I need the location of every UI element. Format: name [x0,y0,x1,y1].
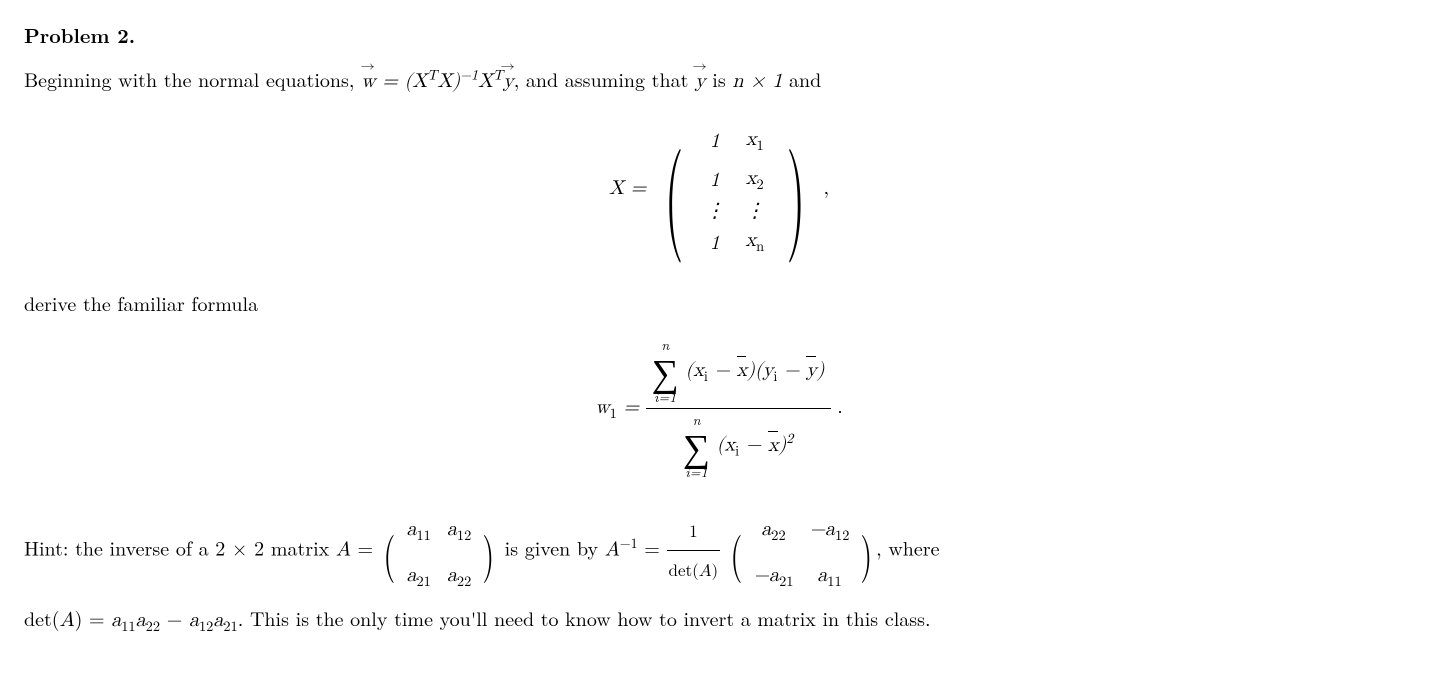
intro-text-b: , and assuming that [514,64,695,93]
inv-ma21: −a [754,565,780,585]
w1-eq: = [617,397,646,417]
comma-1: , [823,171,829,200]
inverse-sup: −1 [460,68,478,82]
hint-f: . This is the only time you'll need to k… [238,603,931,632]
lparen2-icon: ( [383,527,395,575]
sum-den: n ∑ i=1 [683,413,710,479]
vec-y: y [503,66,514,96]
det-minus: − [160,603,189,632]
num-close: ) [817,360,825,380]
sigma-icon: ∑ [652,352,679,390]
Ainv: A [605,539,620,559]
inv-ma12: −a [809,519,835,539]
vec-w: w [361,66,375,96]
lparen-icon: ( [664,140,683,236]
xtx-open: (X [404,71,427,91]
inv-ma21s: 21 [779,571,793,591]
a21: a [406,565,416,585]
det-a12s: 12 [199,616,213,636]
det-a12: a [189,610,199,630]
hint-c: is given by [498,532,605,561]
hint-A: A [336,539,351,559]
a11: a [406,519,416,539]
rparen3-icon: ) [861,527,873,575]
inv-a11s: 11 [827,571,841,591]
det-a21: a [213,610,223,630]
matrix-Ainv: ( a22−a12 −a21a11 ) [727,505,876,598]
a22: a [447,565,457,585]
den-expr: (xi − x)2 [717,429,794,462]
xtx-close: X) [437,71,460,91]
matrix-A: ( a11a12 a21a22 ) [380,505,498,598]
sum-num: n ∑ i=1 [652,338,679,404]
transpose-1: T [427,68,437,82]
hint-eq: = [351,532,380,561]
main-fraction: n ∑ i=1 (xi − x)(yi − y) n ∑ i=1 (xi − x… [646,336,831,481]
den-sq: 2 [786,432,793,446]
det-frac: 1det(A) [667,513,721,589]
sum-num-lower: i=1 [652,390,679,404]
matrix-X-display: X = ( 1x1 1x2 ⋮⋮ 1xn ) , [24,120,1414,260]
num-xa: (x [685,360,703,380]
den-xbar: x [768,430,779,460]
matrix-X-body: 1x1 1x2 ⋮⋮ 1xn [695,120,775,260]
hint-d: , where [876,532,939,561]
problem-title: Problem 2. [24,20,1414,50]
a22s: 22 [457,571,471,591]
det-eq: ) = [75,603,112,632]
x-equals: X = [609,178,653,198]
intro-line: Beginning with the normal equations, w =… [24,64,1414,96]
inv-ma12s: 12 [835,525,849,545]
inv-a22s: 22 [771,525,785,545]
hint-a: Hint: the inverse of a [24,532,215,561]
det-a11: a [111,610,121,630]
rparen2-icon: ) [483,527,495,575]
frac-one: 1 [667,513,721,551]
detA-A: A [699,563,712,580]
det-a21s: 21 [223,616,237,636]
hint-eq2: = [638,532,667,561]
vec-y2: y [695,66,706,96]
det-open: det( [24,603,60,632]
w1-sub: 1 [610,406,617,421]
a12: a [447,519,457,539]
intro-text-c: is [706,64,733,93]
intro-text-d: and [782,64,821,93]
num-expr: (xi − x)(yi − y) [685,355,824,388]
hint-2x2: 2 × 2 [215,532,264,561]
inv-a11: a [817,565,827,585]
num-yopen: )(y [747,360,773,380]
a11s: 11 [416,525,430,545]
den-xa: (x [717,435,735,455]
derive-line: derive the familiar formula [24,288,1414,318]
eq-sign: = [376,71,405,91]
inv-a22: a [761,519,771,539]
dim-n: n × 1 [732,71,782,91]
a12s: 12 [457,525,471,545]
hint-paragraph: Hint: the inverse of a 2 × 2 matrix A = … [24,505,1414,642]
det-A2: A [60,610,75,630]
det-a22s: 22 [146,616,160,636]
den-minus: − [739,435,768,455]
period: . [837,390,843,419]
Ainv-sup: −1 [620,533,638,553]
sigma-icon-2: ∑ [683,427,710,465]
num-xbar: x [737,355,748,385]
x-mat: X [478,71,493,91]
lparen3-icon: ( [730,527,742,575]
rparen-icon: ) [786,140,805,236]
det-a22: a [136,610,146,630]
w1-formula: w1 = n ∑ i=1 (xi − x)(yi − y) n ∑ i=1 (x… [24,336,1414,481]
intro-text-a: Beginning with the normal equations, [24,64,361,93]
sum-den-lower: i=1 [683,465,710,479]
hint-b: matrix [264,532,336,561]
num-ybar: y [806,355,817,385]
num-minus1: − [708,360,737,380]
num-minus2: − [777,360,806,380]
a21s: 21 [416,571,430,591]
w1-var: w [595,397,609,417]
det-a11s: 11 [121,616,135,636]
